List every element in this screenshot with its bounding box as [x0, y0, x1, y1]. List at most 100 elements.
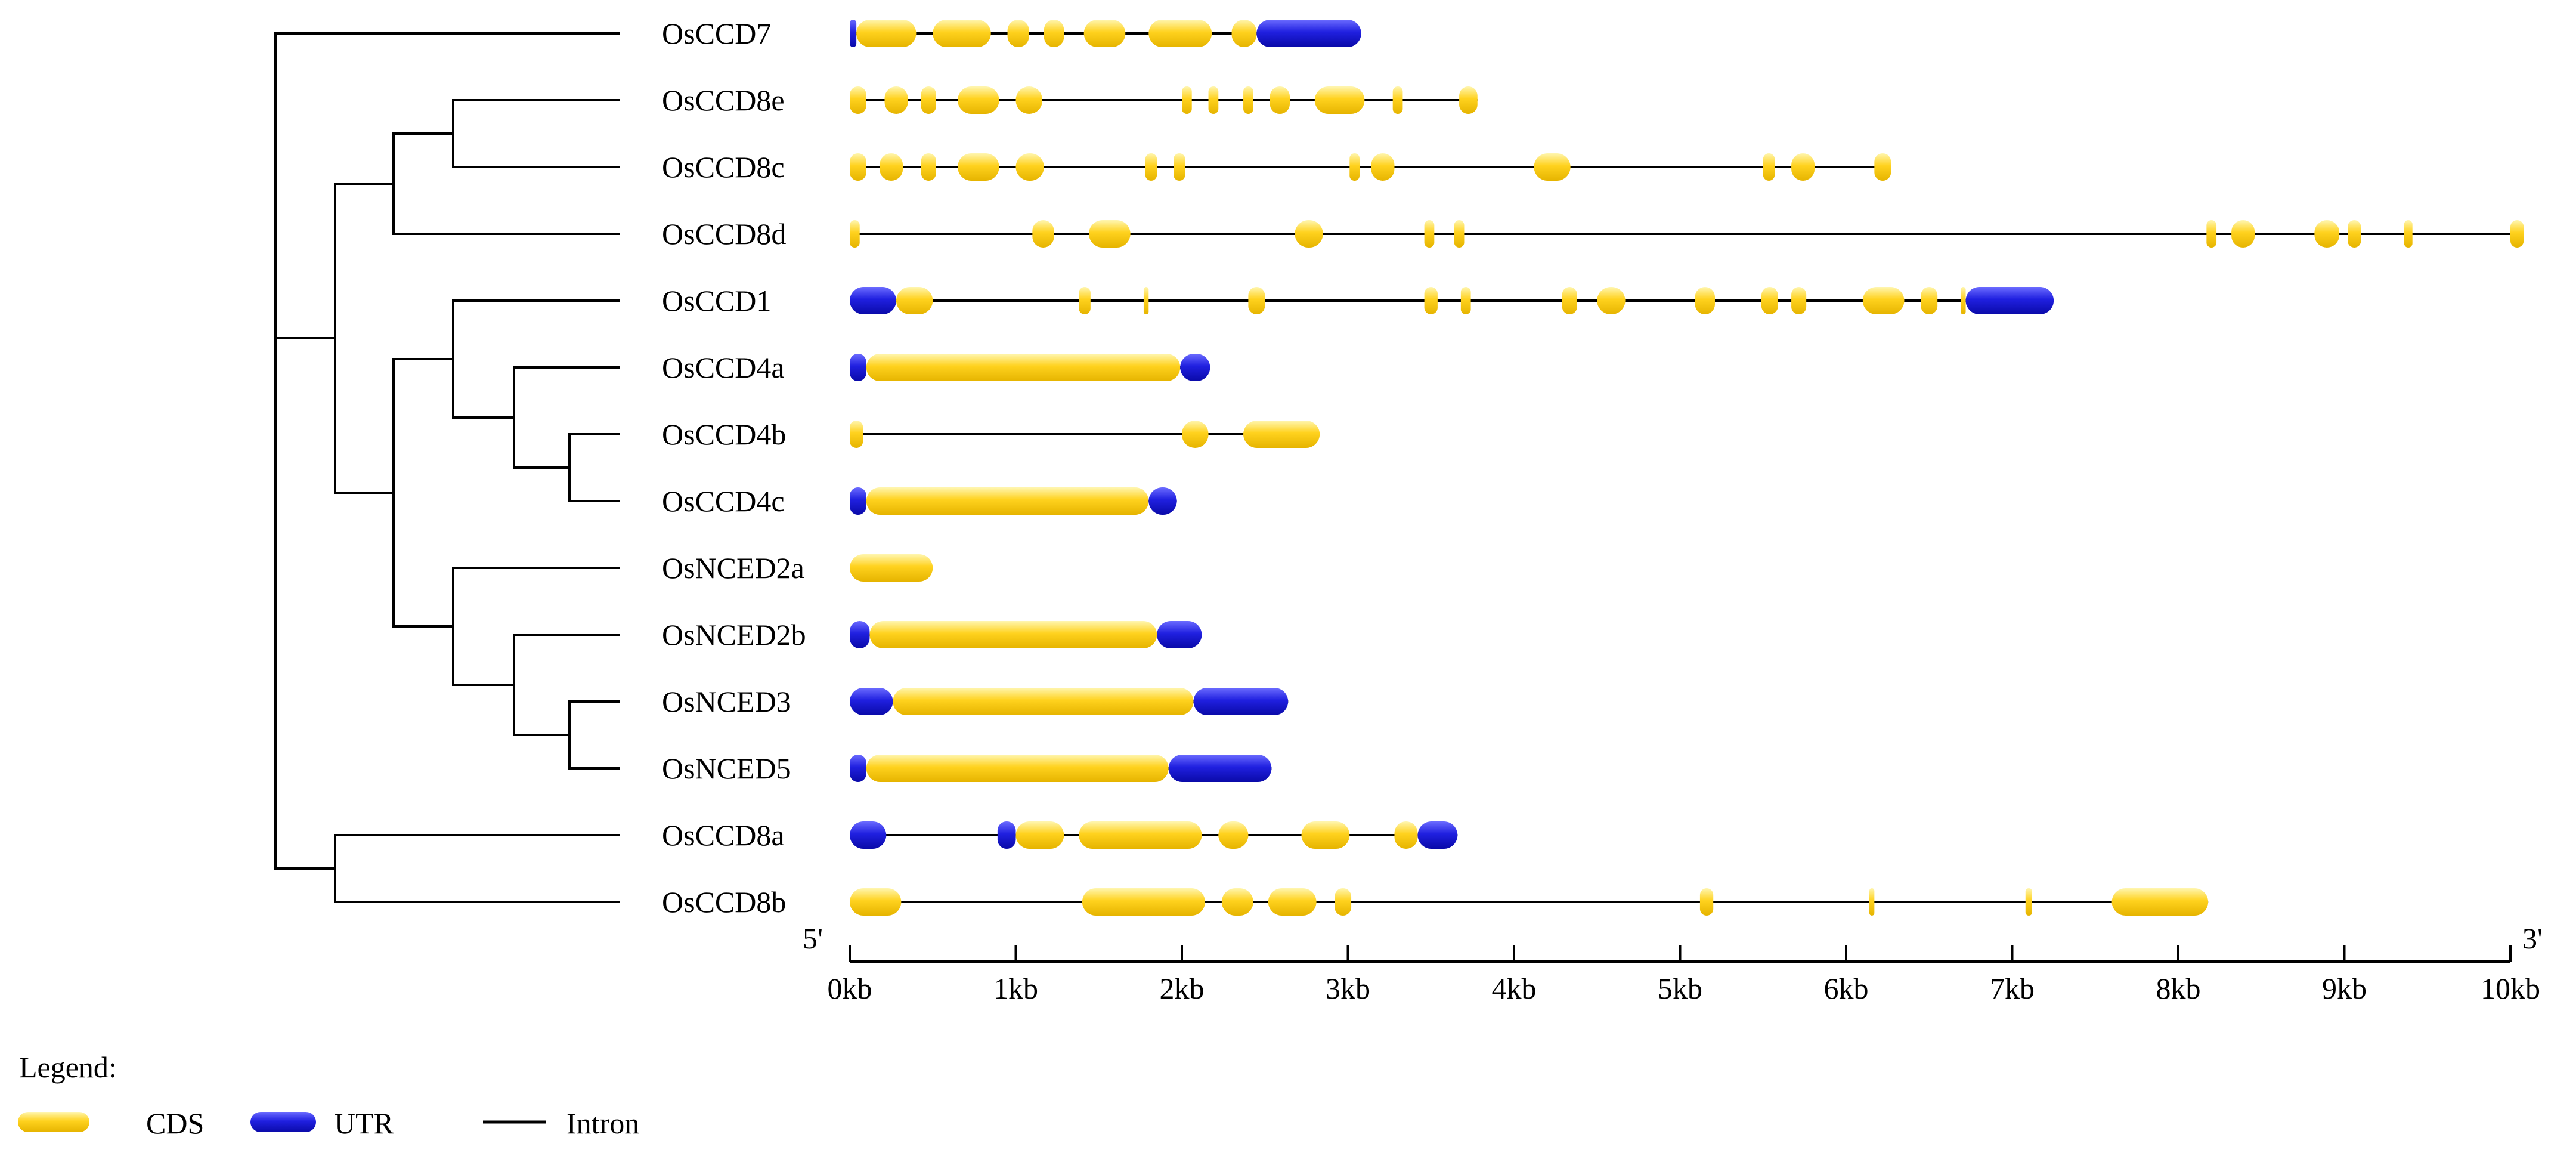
- cds-exon: [2206, 220, 2217, 248]
- axis-tick-label: 5kb: [1658, 972, 1702, 1005]
- cds-exon: [1371, 153, 1395, 181]
- axis-tick-label: 6kb: [1824, 972, 1869, 1005]
- cds-exon: [1243, 86, 1253, 114]
- cds-exon: [893, 688, 1194, 715]
- cds-exon: [1562, 287, 1577, 314]
- axis-tick-label: 0kb: [828, 972, 872, 1005]
- gene-row-osnced2b: [850, 621, 1202, 648]
- cds-exon: [880, 153, 903, 181]
- phylogenetic-tree: [274, 32, 620, 903]
- utr-region: [850, 755, 866, 782]
- cds-exon: [2348, 220, 2361, 248]
- cds-exon: [1534, 153, 1571, 181]
- utr-region: [1157, 621, 1202, 648]
- cds-exon: [2314, 220, 2340, 248]
- gene-row-osccd7: [850, 20, 1361, 47]
- cds-exon: [1268, 888, 1317, 916]
- legend-utr-label: UTR: [334, 1107, 394, 1140]
- cds-exon: [1424, 220, 1435, 248]
- gene-row-osccd8c: [850, 153, 1891, 181]
- legend-intron-label: Intron: [566, 1107, 639, 1140]
- cds-exon: [869, 621, 1157, 648]
- cds-exon: [2404, 220, 2413, 248]
- cds-exon: [1218, 821, 1249, 849]
- gene-label: OsCCD8e: [662, 84, 785, 117]
- cds-exon: [1791, 153, 1815, 181]
- cds-exon: [1791, 287, 1807, 314]
- cds-exon: [850, 888, 902, 916]
- gene-label: OsCCD4c: [662, 484, 785, 518]
- cds-exon: [866, 487, 1149, 515]
- cds-exon: [1301, 821, 1350, 849]
- gene-label: OsCCD7: [662, 17, 771, 50]
- axis-tick-label: 3kb: [1326, 972, 1370, 1005]
- utr-region: [850, 354, 866, 381]
- cds-exon: [1231, 20, 1257, 47]
- utr-region: [850, 487, 866, 515]
- cds-exon: [850, 421, 863, 448]
- cds-exon: [2111, 888, 2209, 916]
- utr-region: [850, 20, 857, 47]
- cds-exon: [850, 220, 860, 248]
- cds-exon: [1174, 153, 1185, 181]
- gene-label: OsCCD8a: [662, 818, 785, 852]
- cds-exon: [921, 153, 936, 181]
- five-prime-label: 5': [803, 922, 823, 955]
- cds-exon: [1921, 287, 1938, 314]
- cds-exon: [1015, 153, 1044, 181]
- gene-label: OsCCD8c: [662, 150, 785, 184]
- legend-utr-swatch: [250, 1112, 316, 1132]
- gene-label: OsCCD8d: [662, 217, 786, 251]
- axis-tick-label: 2kb: [1160, 972, 1205, 1005]
- axis-tick-label: 1kb: [993, 972, 1038, 1005]
- cds-exon: [1869, 888, 1875, 916]
- cds-exon: [850, 86, 866, 114]
- utr-region: [1417, 821, 1458, 849]
- gene-row-osccd8e: [850, 86, 1478, 114]
- three-prime-label: 3': [2522, 922, 2543, 955]
- cds-exon: [1148, 20, 1212, 47]
- gene-label: OsNCED3: [662, 685, 791, 718]
- gene-row-osccd1: [850, 287, 2054, 314]
- gene-label: OsNCED2b: [662, 618, 806, 651]
- cds-exon: [958, 86, 999, 114]
- gene-row-osccd8d: [850, 220, 2524, 248]
- cds-exon: [1143, 287, 1149, 314]
- cds-exon: [1248, 287, 1265, 314]
- axis-tick-label: 9kb: [2322, 972, 2367, 1005]
- legend-cds-label: CDS: [146, 1107, 204, 1140]
- gene-label: OsNCED2a: [662, 551, 804, 585]
- cds-exon: [1874, 153, 1891, 181]
- axis-ticks: 0kb 1kb 2kb 3kb 4kb 5kb 6kb 7kb 8kb 9kb 10kb: [828, 945, 2540, 1005]
- axis-tick-label: 10kb: [2481, 972, 2540, 1005]
- gene-label: OsCCD1: [662, 284, 771, 317]
- cds-exon: [866, 354, 1181, 381]
- cds-exon: [1243, 421, 1320, 448]
- cds-exon: [1763, 153, 1775, 181]
- cds-exon: [1295, 220, 1323, 248]
- utr-region: [850, 821, 887, 849]
- cds-exon: [1459, 86, 1478, 114]
- cds-exon: [1695, 287, 1715, 314]
- utr-region: [850, 688, 893, 715]
- utr-region: [850, 287, 896, 314]
- gene-row-osccd8a: [850, 821, 1458, 849]
- utr-region: [1180, 354, 1210, 381]
- cds-exon: [896, 287, 933, 314]
- gene-row-osnced5: [850, 755, 1272, 782]
- cds-exon: [1349, 153, 1360, 181]
- cds-exon: [1082, 888, 1205, 916]
- cds-exon: [884, 86, 908, 114]
- cds-exon: [1182, 421, 1209, 448]
- gene-labels: OsCCD7 OsCCD8e OsCCD8c OsCCD8d OsCCD1 OsCCD4a…: [662, 17, 806, 919]
- cds-exon: [921, 86, 936, 114]
- cds-exon: [2510, 220, 2524, 248]
- cds-exon: [1208, 86, 1219, 114]
- cds-exon: [1335, 888, 1352, 916]
- gene-row-osccd4c: [850, 487, 1177, 515]
- cds-exon: [2025, 888, 2032, 916]
- cds-exon: [1460, 287, 1471, 314]
- cds-exon: [1961, 287, 1966, 314]
- gene-row-osnced2a: [850, 554, 933, 582]
- gene-label: OsNCED5: [662, 752, 791, 785]
